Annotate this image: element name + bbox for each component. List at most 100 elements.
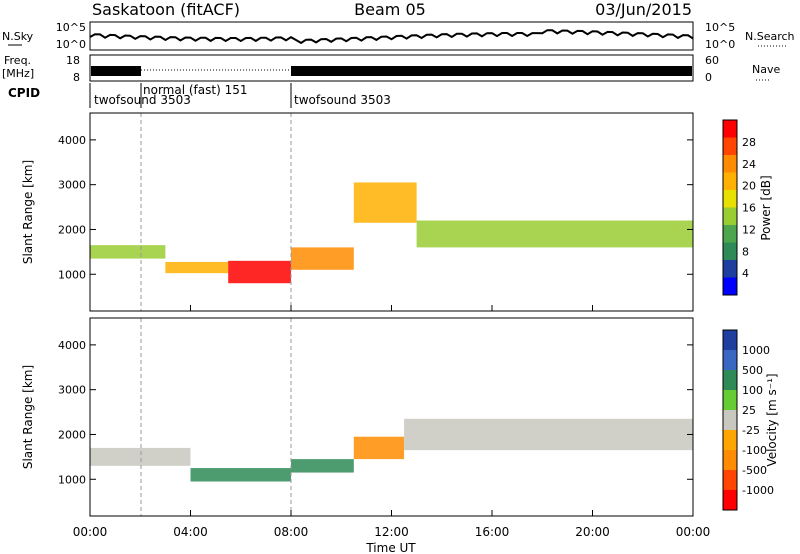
vel-band-4 <box>353 436 405 460</box>
velocity-colorbar-segment-2 <box>723 350 737 371</box>
x-tick-label-5: 16:00 <box>475 525 510 539</box>
velocity-colorbar-tick-6: -100 <box>742 444 767 457</box>
station-title: Saskatoon (fitACF) <box>92 0 240 19</box>
velocity-colorbar-tick-7: -500 <box>742 464 767 477</box>
power-colorbar-segment-9 <box>723 260 737 278</box>
power-colorbar-segment-2 <box>723 137 737 156</box>
noise-left-label: N.Sky <box>2 30 34 43</box>
power-colorbar-segment-3 <box>723 155 737 173</box>
freq-right-tick-bottom: 0 <box>705 71 712 84</box>
velocity-colorbar-label: Velocity [m s⁻¹] <box>765 373 779 466</box>
power-colorbar-tick-7: 4 <box>742 267 749 280</box>
beam-title: Beam 05 <box>354 0 426 19</box>
velocity-plot-background <box>90 318 693 516</box>
power-band-1 <box>90 245 166 259</box>
power-colorbar-frame <box>722 119 738 296</box>
power-x-ticks <box>89 305 694 311</box>
freq-left-tick-bottom: 8 <box>73 71 80 84</box>
power-y-ticks: 1000 2000 3000 4000 <box>58 134 693 281</box>
power-ytick-label-1: 1000 <box>58 268 86 281</box>
velocity-colorbar-tick-2: 500 <box>742 364 763 377</box>
power-ytick-label-3: 3000 <box>58 179 86 192</box>
noise-trace <box>89 29 694 45</box>
velocity-y-axis-label: Slant Range [km] <box>21 365 35 469</box>
vel-band-5 <box>404 418 693 451</box>
power-colorbar-segment-5 <box>723 190 737 208</box>
freq-left-label-1: Freq. <box>4 54 31 67</box>
power-colorbar-tick-3: 20 <box>742 180 756 193</box>
velocity-colorbar-ticks: 1000 500 100 25 -25 -100 -500 -1000 <box>742 344 774 497</box>
cpid-segment-2: normal (fast) 151 <box>143 83 247 97</box>
vel-band-3 <box>291 459 354 473</box>
velocity-colorbar-frame <box>722 329 738 511</box>
power-colorbar-tick-5: 12 <box>742 223 756 236</box>
x-axis-label: Time UT <box>365 541 416 554</box>
noise-panel: N.Sky 10^5 10^0 10^5 10^0 N.Search <box>2 21 795 51</box>
velocity-colorbar-tick-1: 1000 <box>742 344 770 357</box>
freq-right-label: Nave <box>752 63 780 76</box>
velocity-colorbar-tick-4: 25 <box>742 404 756 417</box>
velocity-colorbar-tick-5: -25 <box>742 424 760 437</box>
velocity-colorbar-segment-7 <box>723 450 737 471</box>
velocity-panel: 1000 2000 3000 4000 Slant Range [km] 1000 50… <box>21 317 779 517</box>
freq-trace-segment-1 <box>91 66 141 76</box>
cpid-panel: CPID twofsound 3503 normal (fast) 151 tw… <box>8 83 391 108</box>
cpid-segment-3: twofsound 3503 <box>294 93 391 107</box>
velocity-colorbar-tick-3: 100 <box>742 384 763 397</box>
freq-right-tick-top: 60 <box>705 54 719 67</box>
velocity-x-ticks <box>89 510 694 516</box>
vel-ytick-label-2: 2000 <box>58 428 86 441</box>
noise-panel-frame <box>89 21 694 51</box>
velocity-colorbar-segment-1 <box>723 330 737 351</box>
freq-trace-segment-2 <box>291 66 692 76</box>
x-tick-label-7: 00:00 <box>676 525 711 539</box>
vel-ytick-label-1: 1000 <box>58 473 86 486</box>
date-title: 03/Jun/2015 <box>595 0 692 19</box>
noise-right-tick-bottom: 10^0 <box>705 38 735 51</box>
velocity-y-ticks: 1000 2000 3000 4000 <box>58 339 693 486</box>
velocity-colorbar-segment-9 <box>723 490 737 511</box>
vel-band-1 <box>90 447 191 466</box>
power-colorbar-tick-4: 16 <box>742 202 756 215</box>
velocity-colorbar-segment-8 <box>723 470 737 491</box>
power-band-2 <box>165 261 229 274</box>
power-colorbar-tick-2: 24 <box>742 158 756 171</box>
power-ytick-label-4: 4000 <box>58 134 86 147</box>
power-band-3 <box>228 260 291 284</box>
noise-right-tick-top: 10^5 <box>705 21 735 34</box>
vel-ytick-label-4: 4000 <box>58 339 86 352</box>
power-colorbar-tick-6: 8 <box>742 245 749 258</box>
noise-right-label: N.Search <box>745 30 795 43</box>
power-colorbar-segment-10 <box>723 277 737 296</box>
power-ytick-label-2: 2000 <box>58 223 86 236</box>
x-tick-label-2: 04:00 <box>173 525 208 539</box>
cpid-label: CPID <box>8 86 40 100</box>
power-colorbar-tick-1: 28 <box>742 136 756 149</box>
x-tick-label-1: 00:00 <box>73 525 108 539</box>
freq-left-tick-top: 18 <box>66 54 80 67</box>
freq-panel-frame <box>89 54 694 82</box>
vel-band-2 <box>190 468 291 482</box>
power-colorbar-segment-6 <box>723 207 737 226</box>
power-colorbar-ticks: 28 24 20 16 12 8 4 <box>742 136 756 280</box>
x-tick-label-3: 08:00 <box>274 525 309 539</box>
noise-left-tick-top: 10^5 <box>56 21 86 34</box>
velocity-colorbar-tick-8: -1000 <box>742 484 774 497</box>
x-tick-label-6: 20:00 <box>575 525 610 539</box>
velocity-colorbar <box>723 330 737 511</box>
power-bands <box>90 182 693 284</box>
freq-panel: Freq. [MHz] 18 8 60 0 Nave <box>2 54 780 84</box>
power-colorbar-segment-4 <box>723 172 737 191</box>
power-band-6 <box>416 220 693 248</box>
power-y-axis-label: Slant Range [km] <box>21 160 35 264</box>
power-colorbar-segment-8 <box>723 242 737 261</box>
velocity-colorbar-segment-3 <box>723 370 737 391</box>
velocity-colorbar-segment-4 <box>723 390 737 411</box>
x-tick-labels: 00:00 04:00 08:00 12:00 16:00 20:00 00:00 <box>73 525 711 539</box>
power-band-4 <box>291 247 354 270</box>
noise-left-tick-bottom: 10^0 <box>56 38 86 51</box>
power-panel: 1000 2000 3000 4000 Slant Range [km] 28 24 20… <box>21 112 773 312</box>
velocity-bands <box>90 418 693 482</box>
freq-left-label-2: [MHz] <box>2 67 34 80</box>
